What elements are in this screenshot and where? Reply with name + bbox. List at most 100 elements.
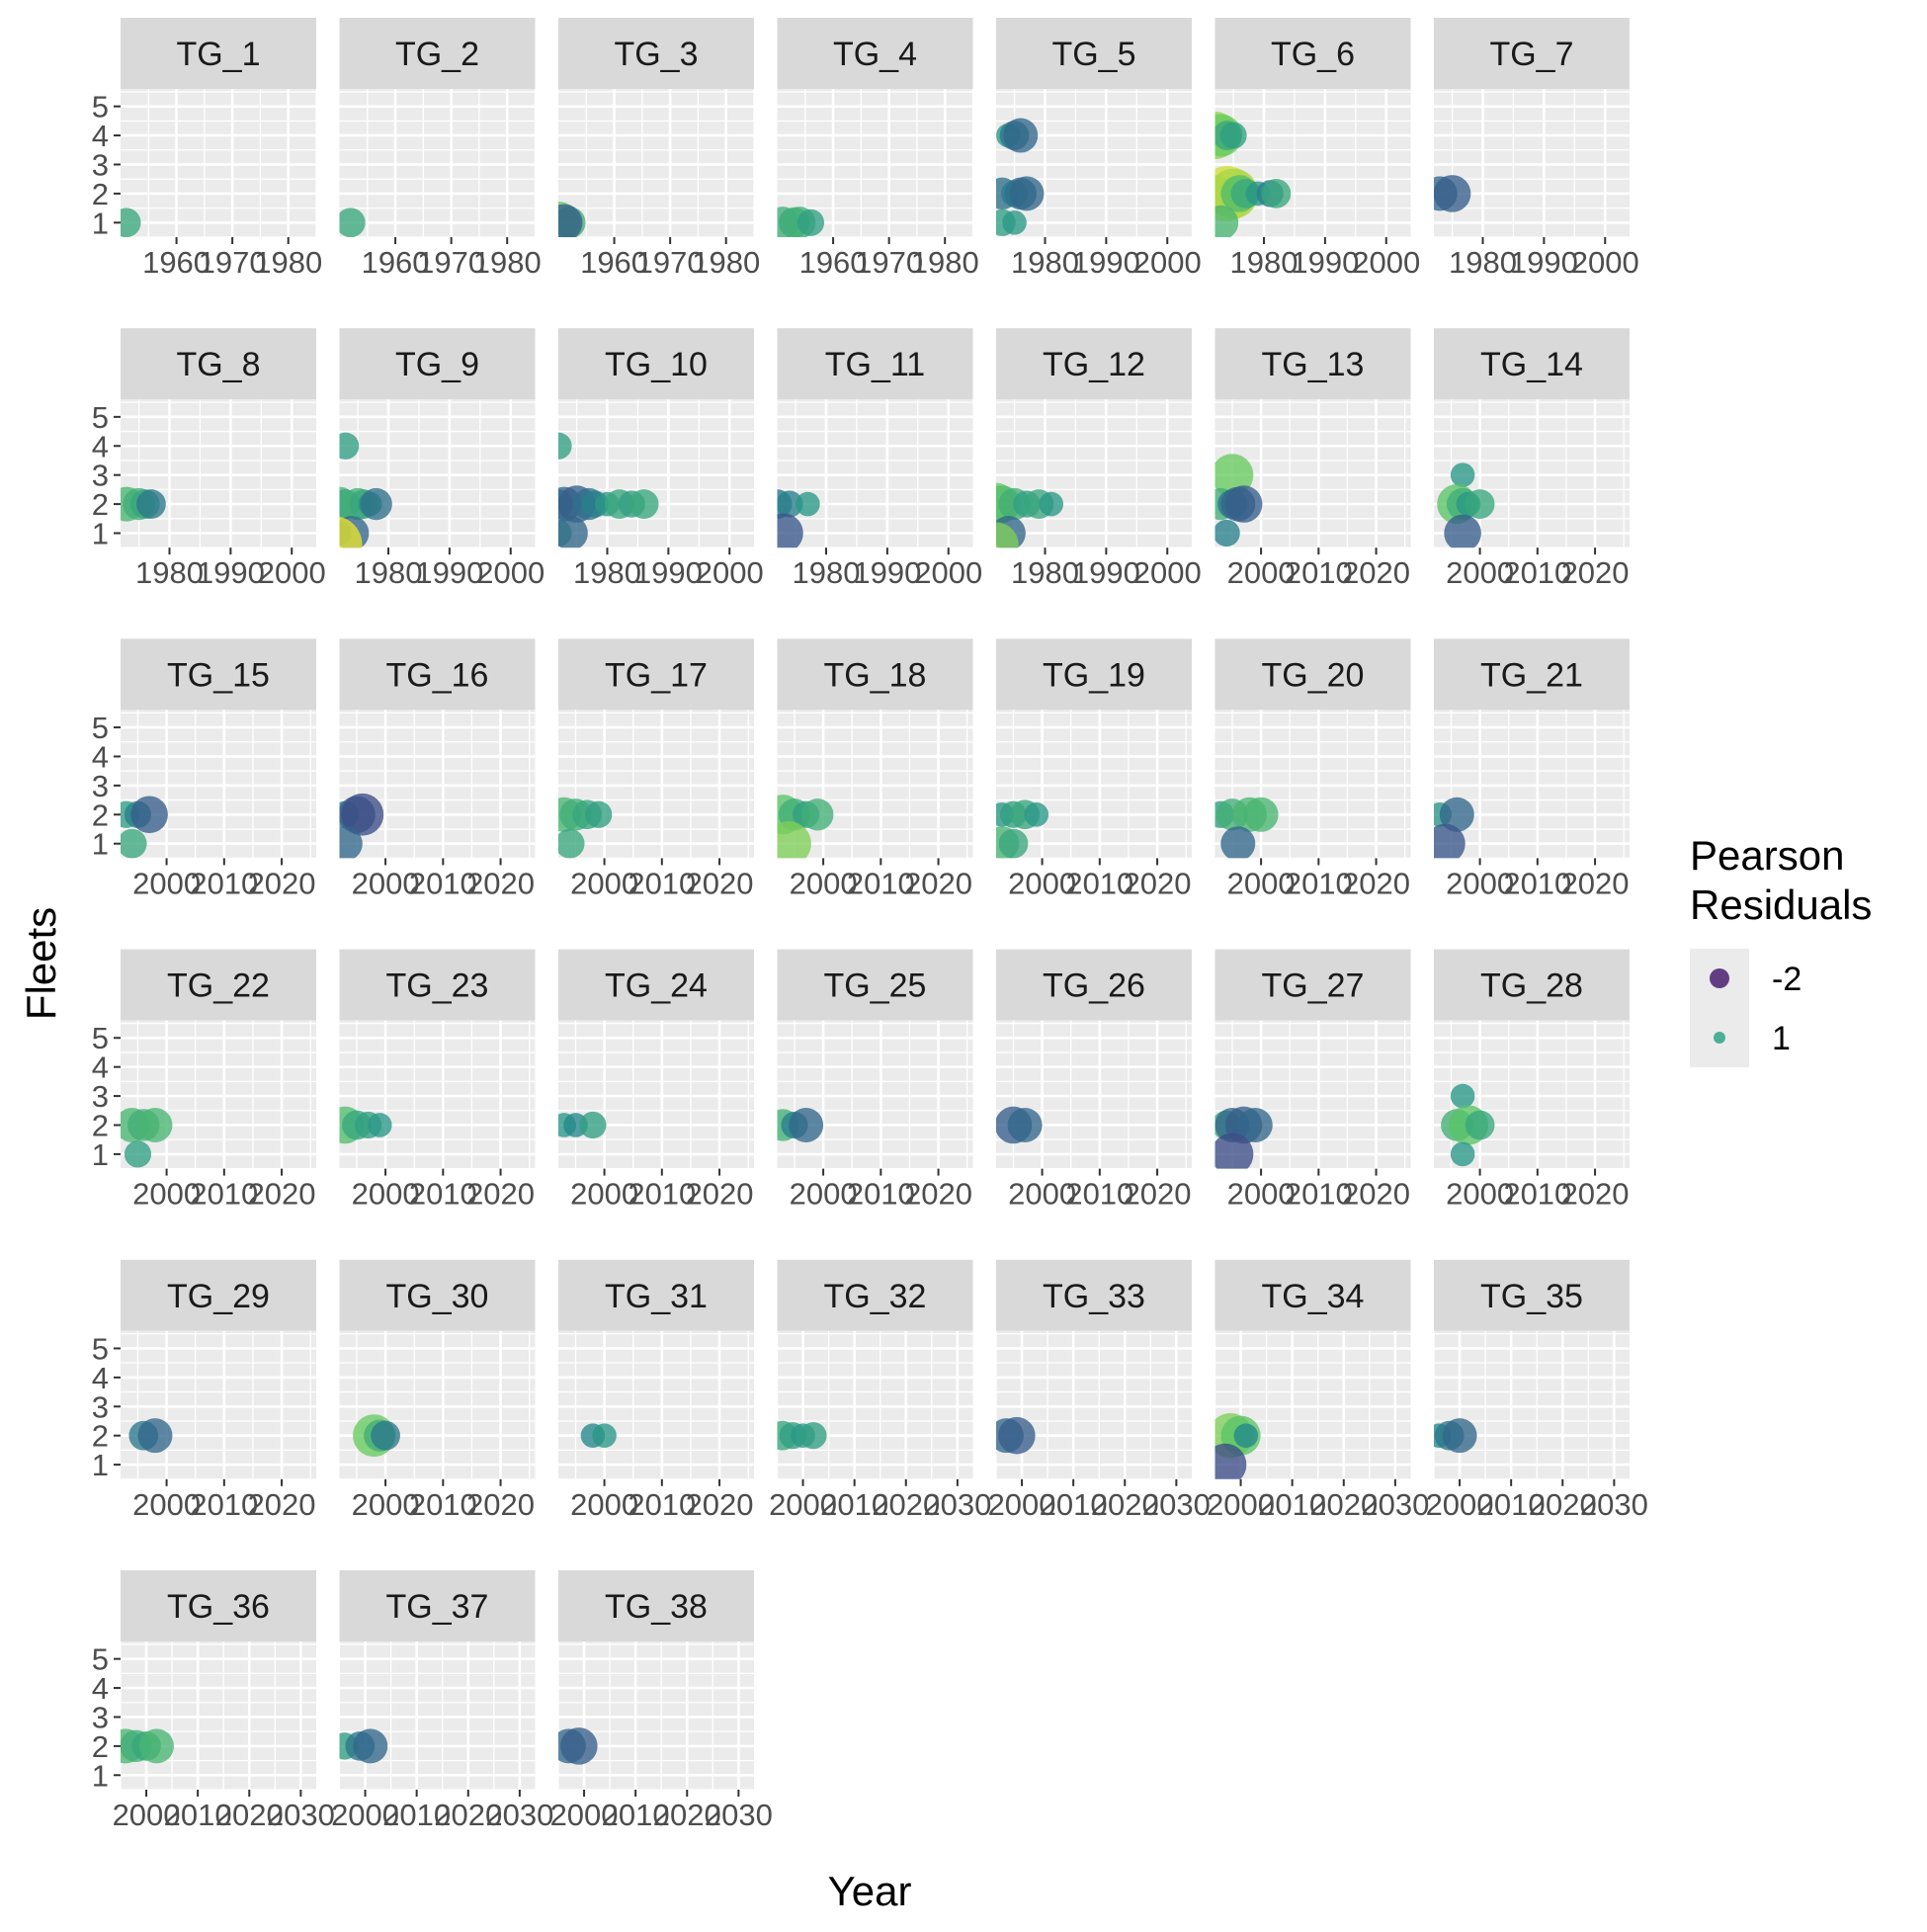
y-tick-label: 2 (92, 798, 109, 832)
y-tick-label: 5 (92, 1642, 109, 1677)
data-point (998, 1416, 1036, 1455)
x-tick-label: 2010 (1285, 1177, 1353, 1212)
facet-strip (996, 1259, 1192, 1331)
x-tick-label: 2020 (872, 1487, 940, 1522)
y-tick-label: 2 (92, 1108, 109, 1142)
data-point (1219, 122, 1247, 149)
x-tick-label: 2000 (476, 555, 545, 590)
points-group (1215, 112, 1292, 237)
x-tick-label: 2020 (1091, 1487, 1159, 1522)
x-tick-label: 2000 (1227, 555, 1296, 590)
x-tick-label: 2020 (466, 1177, 535, 1212)
x-tick-label: 1980 (135, 555, 204, 590)
x-tick-label: 2020 (1561, 866, 1630, 900)
x-tick-label: 1960 (142, 245, 210, 280)
data-point (1220, 826, 1256, 859)
x-tick-label: 2000 (570, 1487, 638, 1522)
panel-background (339, 710, 536, 859)
data-point (1465, 1110, 1495, 1140)
facet-label: TG_10 (605, 346, 708, 383)
x-tick-label: 2020 (686, 866, 754, 900)
x-tick-label: 2010 (820, 1487, 888, 1522)
y-tick-label: 5 (92, 711, 109, 745)
data-point (136, 489, 166, 519)
facet-label: TG_16 (386, 656, 489, 694)
facet-strip (1434, 1259, 1630, 1331)
points-group (558, 201, 586, 237)
facet-label: TG_11 (825, 346, 925, 383)
data-point (1434, 823, 1466, 859)
x-tick-label: 2020 (904, 866, 972, 900)
x-tick-label: 2020 (434, 1798, 502, 1832)
x-tick-label: 2010 (1258, 1487, 1326, 1522)
facet-strip (1434, 638, 1630, 711)
y-tick-label: 1 (92, 1137, 109, 1172)
panel-background (558, 1641, 754, 1790)
data-point (1215, 519, 1240, 547)
facet-label: TG_30 (386, 1278, 489, 1315)
data-point (777, 821, 811, 859)
facet-strip (1434, 18, 1630, 89)
points-group (1215, 1106, 1273, 1169)
facet-strip (558, 1259, 754, 1331)
facet-strip (558, 949, 754, 1021)
y-tick-label: 3 (92, 1700, 109, 1734)
x-tick-label: 2020 (248, 1487, 316, 1522)
data-point (560, 1727, 598, 1765)
facet-strip (558, 638, 754, 711)
x-tick-label: 2020 (1342, 1177, 1410, 1212)
x-tick-label: 2010 (1065, 1177, 1133, 1212)
y-tick-label: 1 (92, 827, 109, 862)
facet-label: TG_6 (1271, 36, 1355, 73)
facet-strip (558, 1570, 754, 1641)
y-tick-label: 4 (92, 1361, 109, 1395)
x-tick-label: 1980 (254, 245, 322, 280)
panel-background (121, 1641, 316, 1790)
facet-label: TG_13 (1262, 346, 1365, 383)
panel-background (1434, 1330, 1630, 1479)
x-tick-label: 2010 (1285, 866, 1353, 900)
panel-background (1434, 710, 1630, 859)
data-point (121, 828, 147, 859)
data-point (1450, 462, 1475, 487)
facet-strip (121, 1570, 316, 1641)
data-point (789, 1107, 824, 1142)
data-point (1007, 1107, 1043, 1142)
facet-label: TG_29 (167, 1278, 270, 1315)
facet-label: TG_27 (1262, 967, 1365, 1005)
panel-background (339, 1641, 536, 1790)
x-tick-label: 2000 (331, 1798, 399, 1832)
x-tick-label: 2020 (686, 1487, 754, 1522)
x-tick-label: 2010 (628, 1487, 696, 1522)
panel-background (996, 1020, 1192, 1169)
facet-strip (558, 328, 754, 400)
panel-background (339, 1020, 536, 1169)
facet-label: TG_25 (824, 967, 927, 1005)
x-tick-label: 1980 (911, 245, 979, 280)
facet-label: TG_28 (1480, 967, 1583, 1005)
x-tick-label: 2000 (1352, 245, 1420, 280)
points-group (777, 489, 820, 548)
data-point (1465, 489, 1495, 519)
data-point (1450, 1083, 1475, 1109)
facet-label: TG_20 (1262, 656, 1365, 694)
x-tick-label: 1990 (197, 555, 265, 590)
panel-background (339, 89, 536, 237)
x-tick-label: 2000 (352, 866, 420, 900)
facet-strip (777, 949, 973, 1021)
facet-label: TG_19 (1043, 656, 1145, 694)
points-group (121, 796, 168, 859)
data-point (558, 204, 583, 237)
x-tick-label: 1990 (1510, 245, 1578, 280)
facet-strip (121, 1259, 316, 1331)
panel-background (1434, 89, 1630, 237)
